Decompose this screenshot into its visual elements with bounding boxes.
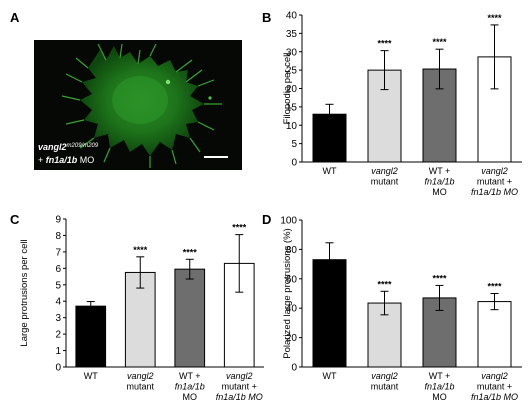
y-tick-label: 20: [286, 333, 298, 344]
category-label: WT +: [429, 166, 451, 176]
y-tick-label: 25: [286, 66, 298, 77]
y-tick-label: 100: [280, 216, 297, 227]
significance-label: ****: [487, 13, 502, 23]
category-label: WT: [84, 371, 98, 381]
y-tick-label: 60: [286, 274, 298, 285]
significance-label: ****: [487, 282, 502, 292]
y-tick-label: 3: [55, 313, 61, 324]
y-tick-label: 6: [55, 264, 61, 275]
category-label: mutant +: [222, 382, 257, 392]
y-tick-label: 20: [286, 84, 298, 95]
micrograph: vangl2m209/m209 + fn1a/1b MO: [34, 40, 242, 170]
y-tick-label: 5: [291, 139, 297, 150]
category-label: mutant: [371, 382, 399, 392]
panel-label-d: D: [262, 212, 271, 227]
y-tick-label: 15: [286, 102, 298, 113]
y-tick-label: 5: [55, 280, 61, 291]
significance-label: ****: [432, 37, 447, 47]
category-label: MO: [183, 392, 198, 402]
category-label: WT: [323, 166, 337, 176]
y-tick-label: 7: [55, 247, 61, 258]
significance-label: ****: [432, 273, 447, 283]
y-axis-label: Filopodia per cell: [282, 53, 293, 125]
micrograph-caption-line-2: + fn1a/1b MO: [38, 155, 94, 165]
y-tick-label: 40: [286, 304, 298, 315]
significance-label: ****: [377, 279, 392, 289]
category-label: fn1a/1b MO: [216, 392, 263, 402]
category-label: mutant: [126, 382, 154, 392]
filopodia: [61, 43, 222, 168]
bar: [75, 305, 107, 368]
significance-label: ****: [183, 247, 198, 257]
category-label: vangl2: [481, 371, 508, 381]
category-label: MO: [432, 392, 447, 402]
category-label: WT +: [429, 371, 451, 381]
category-label: WT +: [179, 371, 201, 381]
category-label: fn1a/1b MO: [471, 392, 518, 402]
bar: [312, 259, 347, 368]
category-label: mutant: [371, 177, 399, 187]
y-tick-label: 0: [55, 363, 61, 374]
y-tick-label: 4: [55, 297, 61, 308]
bright-spot: [165, 79, 171, 85]
y-tick-label: 8: [55, 231, 61, 242]
panel-label-c: C: [10, 212, 20, 227]
significance-label: ****: [232, 223, 247, 233]
category-label: mutant +: [477, 177, 512, 187]
y-tick-label: 35: [286, 29, 298, 40]
y-tick-label: 40: [286, 11, 298, 22]
panel-label-a: A: [10, 10, 20, 25]
bar: [174, 268, 206, 368]
bright-spot: [208, 96, 212, 100]
category-label: vangl2: [226, 371, 253, 381]
chart-panel-b: B 0 5 10 15 20 25 30 35 40 Filopodia per cell WT **…: [262, 10, 522, 197]
category-label: fn1a/1b MO: [471, 187, 518, 197]
micrograph-caption-line-1: vangl2m209/m209: [38, 142, 99, 152]
y-tick-label: 30: [286, 47, 298, 58]
category-label: vangl2: [127, 371, 154, 381]
category-label: fn1a/1b: [424, 382, 454, 392]
category-label: MO: [432, 187, 447, 197]
y-tick-label: 0: [291, 363, 297, 374]
bar: [477, 301, 512, 368]
y-tick-label: 2: [55, 330, 61, 341]
y-tick-label: 9: [55, 215, 61, 226]
category-label: mutant +: [477, 382, 512, 392]
panel-label-b: B: [262, 10, 271, 25]
y-tick-label: 0: [291, 158, 297, 169]
significance-label: ****: [133, 245, 148, 255]
category-label: vangl2: [481, 166, 508, 176]
category-label: fn1a/1b: [424, 177, 454, 187]
cell-nucleus-region: [112, 76, 168, 124]
category-label: fn1a/1b: [175, 382, 205, 392]
y-axis-label: Polarized large protrusions (%): [282, 228, 293, 358]
category-label: WT: [323, 371, 337, 381]
category-label: vangl2: [371, 166, 398, 176]
significance-label: ****: [377, 39, 392, 49]
y-tick-label: 1: [55, 346, 61, 357]
y-axis-label: Large protrusions per cell: [19, 239, 30, 346]
chart-panel-c: C 0 1 2 3 4 5 6 7 8 9 Large protrusions per cell WT…: [10, 212, 264, 402]
y-tick-label: 80: [286, 245, 298, 256]
y-tick-label: 10: [286, 121, 298, 132]
category-label: vangl2: [371, 371, 398, 381]
